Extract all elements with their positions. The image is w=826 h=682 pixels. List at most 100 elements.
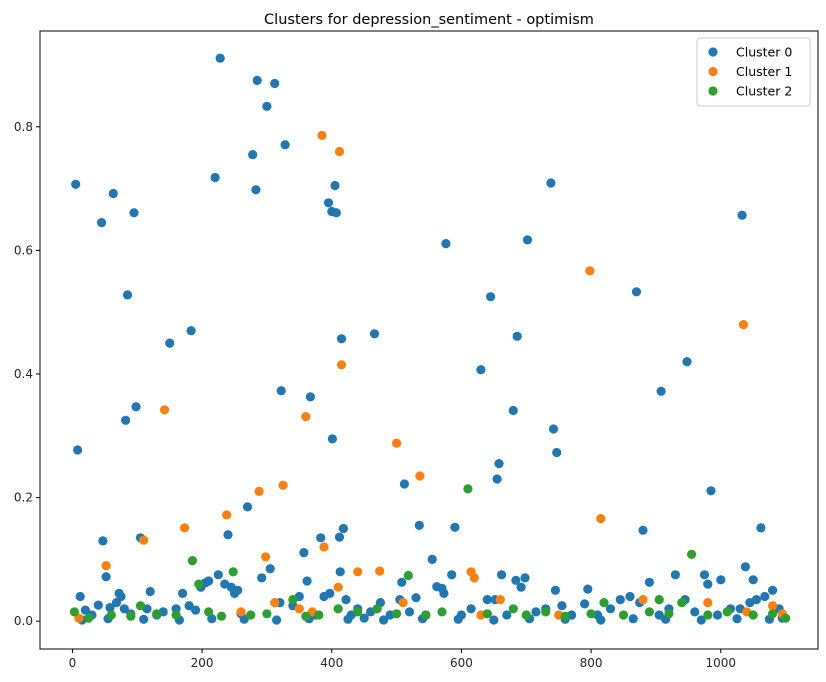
x-tick-label: 0 [69,656,77,670]
data-point [335,567,345,577]
x-tick-label: 200 [191,656,214,670]
data-point [482,595,492,605]
x-tick-label: 1000 [705,656,736,670]
data-point [760,591,770,602]
data-point [615,595,625,605]
data-point [251,185,261,195]
data-point [317,130,327,140]
data-point [768,585,778,595]
data-point [69,607,79,617]
data-point [294,604,304,614]
data-point [270,598,280,608]
data-point [327,434,337,444]
data-point [236,607,246,617]
y-tick-label: 0.6 [14,243,33,257]
data-point [495,595,505,605]
data-point [520,573,530,583]
data-point [631,287,642,297]
data-point [768,609,778,619]
data-point [625,591,635,602]
data-point [302,576,312,586]
data-point [71,179,81,189]
data-point [703,579,713,589]
data-point [583,584,593,594]
data-point [521,610,531,620]
data-point [605,604,616,614]
data-point [265,564,275,574]
data-point [119,604,129,614]
data-point [106,610,116,620]
data-point [492,474,502,484]
data-point [135,601,146,611]
data-point [270,78,280,89]
data-point [392,609,402,619]
data-point [596,514,606,524]
legend-marker [708,47,718,57]
data-point [677,598,687,608]
data-point [369,329,380,339]
legend-label: Cluster 1 [736,64,792,79]
data-point [210,172,220,183]
data-point [638,595,648,605]
data-point [494,459,504,469]
data-point [664,609,674,619]
data-point [126,611,136,621]
data-point [80,605,90,615]
data-point [703,610,713,620]
data-point [375,566,385,576]
data-point [656,386,666,396]
data-point [319,542,329,552]
legend-marker [708,86,718,96]
data-point [476,365,486,375]
data-point [343,614,353,624]
data-point [414,520,424,531]
data-point [618,610,629,620]
data-point [84,613,94,623]
data-point [585,266,595,276]
data-point [599,598,609,608]
data-point [194,579,204,589]
data-point [159,405,170,415]
data-point [233,585,243,595]
data-point [278,480,288,490]
data-point [301,412,311,422]
x-tick-label: 600 [450,656,473,670]
data-point [486,292,496,302]
data-point [522,235,533,245]
data-point [638,525,648,535]
data-point [596,615,606,625]
data-point [223,530,233,540]
data-point [508,405,518,416]
data-point [392,438,402,448]
data-point [105,603,115,613]
data-point [397,577,407,587]
data-point [101,561,111,571]
data-point [670,570,681,580]
data-point [489,615,499,625]
data-point [447,570,457,580]
data-point [187,556,197,566]
data-point [466,604,476,614]
data-point [411,593,421,603]
data-point [404,607,415,617]
data-point [748,575,758,585]
data-point [341,595,351,605]
data-point [557,601,567,611]
data-point [628,614,638,624]
data-point [75,591,85,602]
data-point [516,582,526,592]
x-tick-label: 400 [320,656,343,670]
data-point [262,609,272,619]
data-point [122,290,133,300]
data-point [403,570,413,581]
data-point [191,605,201,615]
data-point [228,567,238,577]
data-point [248,150,258,160]
data-point [314,610,324,620]
data-point [139,614,149,624]
data-point [280,140,290,150]
data-point [261,552,271,562]
chart-title: Clusters for depression_sentiment - opti… [264,12,594,28]
data-point [712,610,723,620]
